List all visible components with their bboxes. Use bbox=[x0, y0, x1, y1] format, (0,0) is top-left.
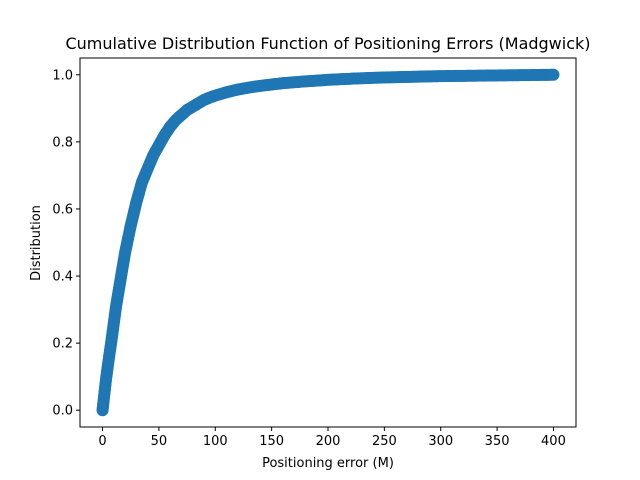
chart-title: Cumulative Distribution Function of Posi… bbox=[65, 34, 590, 53]
x-tick-label: 100 bbox=[203, 434, 228, 449]
y-axis-ticks: 0.0 0.2 0.4 0.6 0.8 1.0 bbox=[52, 68, 80, 419]
y-tick-label: 0.0 bbox=[52, 404, 73, 419]
x-tick-label: 0 bbox=[98, 434, 106, 449]
axes-frame bbox=[79, 57, 577, 428]
x-tick-label: 50 bbox=[151, 434, 168, 449]
y-tick-label: 0.2 bbox=[52, 337, 73, 352]
x-tick-label: 150 bbox=[259, 434, 284, 449]
y-tick-label: 1.0 bbox=[52, 68, 73, 83]
x-tick-label: 400 bbox=[541, 434, 566, 449]
x-axis-ticks: 0 50 100 150 200 250 300 350 400 bbox=[98, 427, 566, 449]
plot-marks bbox=[96, 68, 560, 417]
y-tick-label: 0.6 bbox=[52, 202, 73, 217]
x-axis-label: Positioning error (M) bbox=[262, 456, 394, 471]
x-tick-label: 200 bbox=[316, 434, 341, 449]
x-tick-label: 250 bbox=[372, 434, 397, 449]
data-point bbox=[547, 68, 560, 81]
y-tick-label: 0.4 bbox=[52, 270, 73, 285]
y-axis-label: Distribution bbox=[29, 205, 44, 281]
x-tick-label: 300 bbox=[428, 434, 453, 449]
x-tick-label: 350 bbox=[485, 434, 510, 449]
y-tick-label: 0.8 bbox=[52, 135, 73, 150]
